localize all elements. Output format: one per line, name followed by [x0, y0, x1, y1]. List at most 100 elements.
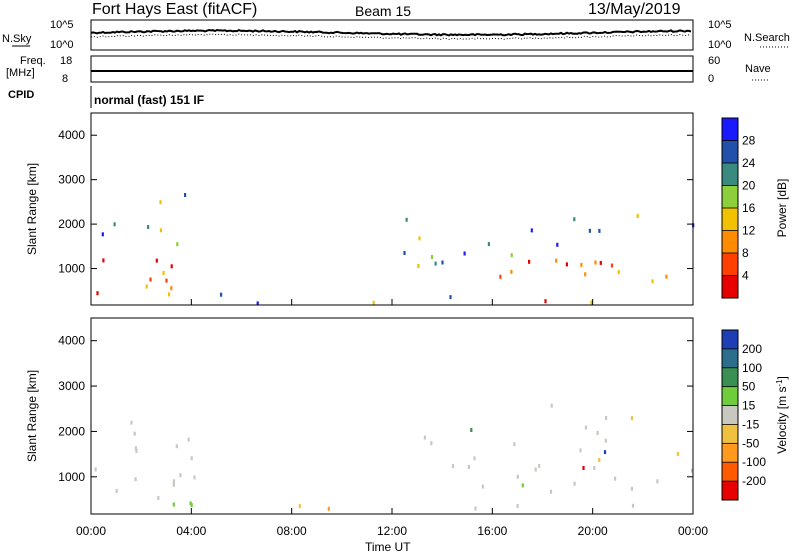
power-cell [113, 222, 116, 227]
power-cell [544, 299, 547, 304]
power-cell [162, 270, 165, 275]
power-cell [588, 228, 591, 233]
power-cell [555, 258, 558, 263]
velocity-plot-area [91, 318, 693, 514]
velocity-cell [516, 503, 519, 508]
power-colorbar-tick-label: 24 [742, 156, 756, 170]
velocity-cell [130, 420, 133, 425]
power-colorbar-tick-label: 12 [742, 224, 756, 238]
velocity-cell [327, 506, 330, 511]
power-cell [184, 193, 187, 197]
velocity-colorbar-tick-label: 50 [742, 380, 756, 394]
velocity-colorbar-tick-label: 200 [742, 342, 762, 356]
power-cell [584, 272, 587, 277]
velocity-cell [549, 489, 553, 494]
x-tick-label: 16:00 [477, 524, 507, 538]
velocity-colorbar-tick-label: -100 [742, 455, 766, 469]
date-label: 13/May/2019 [588, 1, 681, 18]
velocity-cell [474, 506, 477, 511]
velocity-cell [604, 438, 607, 443]
x-axis-label: Time UT [365, 540, 411, 554]
velocity-cell [470, 428, 473, 432]
power-cell [510, 253, 513, 258]
power-cell [449, 295, 452, 300]
power-cell [610, 263, 614, 268]
velocity-cell [584, 425, 587, 430]
power-colorbar: 4 8 12 16 20 24 28 Power [dB] [721, 117, 789, 299]
power-ytick-label: 1000 [58, 262, 85, 276]
velocity-data-points [94, 403, 694, 511]
power-cell [528, 259, 531, 264]
velocity-colorbar-swatch [722, 481, 738, 501]
power-colorbar-swatch [722, 253, 738, 276]
velocity-cell [94, 467, 97, 472]
power-cell [594, 260, 597, 265]
power-cell [176, 242, 179, 247]
velocity-colorbar-tick-label: 15 [742, 399, 756, 413]
velocity-cell [172, 479, 175, 484]
power-cell [417, 264, 420, 268]
velocity-cell [481, 484, 484, 489]
velocity-colorbar-tick-label: 100 [742, 361, 762, 375]
noise-tick-bottom-left: 10^0 [50, 39, 74, 51]
velocity-cell [676, 451, 679, 456]
velocity-cell [193, 475, 196, 480]
velocity-colorbar-swatch [722, 367, 738, 388]
power-cell [636, 214, 639, 219]
power-cell [441, 260, 444, 265]
velocity-ytick-label: 3000 [58, 379, 85, 393]
velocity-cell [573, 481, 576, 486]
power-cell [147, 225, 150, 229]
velocity-cell [179, 473, 182, 478]
freq-label: Freq. [20, 55, 46, 67]
power-cell [510, 269, 513, 274]
velocity-cell [451, 464, 455, 469]
power-cell [159, 200, 162, 205]
power-cell [159, 228, 162, 233]
velocity-cell [631, 503, 635, 508]
nave-tick-bottom: 0 [708, 73, 714, 85]
power-ylabel: Slant Range [km] [25, 163, 39, 255]
power-cell [149, 277, 152, 282]
velocity-colorbar-swatch [722, 348, 738, 369]
power-cell [145, 284, 148, 289]
power-cell [599, 260, 602, 265]
power-cell [256, 301, 259, 306]
velocity-colorbar: 200 100 50 15 -15 -50 -100 -200 Velocity [m s-1] [721, 329, 790, 501]
power-cell [590, 300, 593, 305]
velocity-cell [190, 503, 193, 508]
velocity-cell [115, 489, 118, 493]
velocity-cell [172, 482, 175, 487]
x-axis: 00:00 04:00 08:00 12:00 16:00 20:00 00:00 [76, 299, 708, 538]
velocity-colorbar-frame [721, 329, 739, 501]
velocity-panel: 1000 2000 3000 4000 Slant Range [km] [25, 317, 694, 515]
velocity-colorbar-tick-label: -15 [742, 417, 760, 431]
x-tick-label: 08:00 [277, 524, 307, 538]
freq-tick-bottom: 8 [62, 73, 68, 85]
velocity-cell [187, 437, 190, 442]
velocity-colorbar-label: Velocity [m s-1] [775, 376, 790, 454]
velocity-cell [593, 466, 596, 470]
beam-label: Beam 15 [355, 3, 411, 19]
velocity-colorbar-swatch [722, 443, 738, 463]
velocity-cell [596, 431, 599, 435]
velocity-ylabel: Slant Range [km] [25, 370, 39, 462]
velocity-cell [135, 449, 138, 453]
velocity-cell [605, 415, 608, 420]
velocity-cell [630, 416, 634, 421]
power-cell [598, 228, 601, 233]
velocity-ytick-label: 4000 [58, 334, 85, 348]
velocity-cell [534, 467, 537, 472]
power-cell [167, 292, 171, 297]
power-cell [530, 228, 533, 233]
velocity-cell [516, 474, 519, 479]
power-colorbar-swatch [722, 208, 738, 231]
power-cell [170, 286, 173, 291]
cpid-label: CPID [8, 89, 34, 101]
freq-tick-top: 18 [60, 55, 72, 67]
velocity-cell [134, 446, 137, 451]
power-data-points [96, 193, 695, 306]
velocity-colorbar-swatch [722, 424, 738, 444]
power-colorbar-swatch [722, 140, 738, 164]
